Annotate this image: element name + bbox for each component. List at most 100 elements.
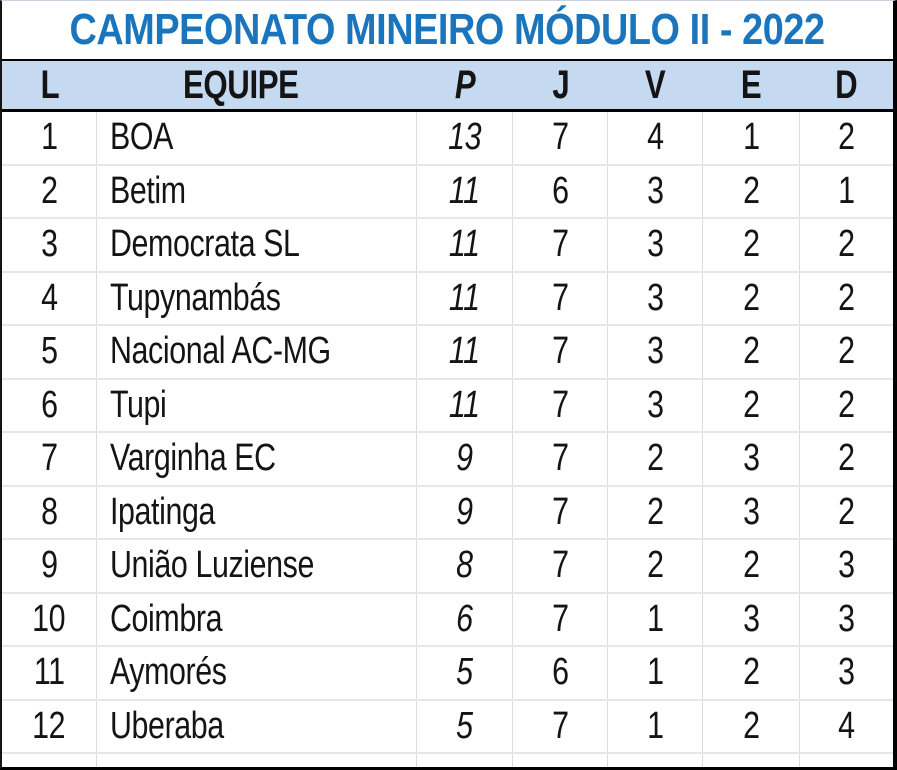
cell-text: 7 bbox=[40, 437, 58, 480]
cell-text: 2 bbox=[742, 276, 760, 319]
cell-position: 1 bbox=[2, 112, 97, 164]
cell-position: 4 bbox=[2, 272, 97, 324]
cell-text: Uberaba bbox=[110, 704, 224, 747]
cell-text: Democrata SL bbox=[110, 223, 300, 266]
cell-text: 7 bbox=[551, 276, 569, 319]
cell-points: 11 bbox=[417, 165, 513, 217]
cell-text: 1 bbox=[40, 116, 58, 159]
cell-text: União Luziense bbox=[110, 544, 314, 587]
cell-text: 3 bbox=[838, 597, 855, 640]
cell-text: 3 bbox=[742, 437, 760, 480]
cell-text: 6 bbox=[551, 651, 569, 694]
header-text: P bbox=[454, 62, 476, 107]
cell-text: 2 bbox=[742, 383, 760, 426]
cell-text: 9 bbox=[456, 437, 473, 480]
cell-games: 7 bbox=[513, 219, 608, 271]
cell-draws: 1 bbox=[703, 112, 800, 164]
cell-text: 3 bbox=[838, 651, 855, 694]
table-row: 5 Nacional AC-MG 11 7 3 2 2 bbox=[2, 326, 893, 380]
cell-text: 4 bbox=[40, 276, 58, 319]
header-cell-wins: V bbox=[608, 61, 703, 109]
cell-games: 7 bbox=[513, 272, 608, 324]
cell-wins: 1 bbox=[608, 700, 703, 752]
cell-wins: 3 bbox=[608, 165, 703, 217]
header-cell-points: P bbox=[417, 61, 513, 109]
cell-position: 2 bbox=[2, 165, 97, 217]
cell-text: 3 bbox=[646, 276, 664, 319]
cell-text: 7 bbox=[551, 544, 569, 587]
cell-text: 3 bbox=[742, 597, 760, 640]
cell-text: 6 bbox=[456, 597, 473, 640]
cell-games: 7 bbox=[513, 433, 608, 485]
cell-text: 7 bbox=[551, 597, 569, 640]
header-text: EQUIPE bbox=[182, 62, 299, 107]
table-body: 1 BOA 13 7 4 1 2 2 Betim 11 6 3 2 1 3 De… bbox=[2, 112, 893, 767]
table-row: 6 Tupi 11 7 3 2 2 bbox=[2, 379, 893, 433]
cell-text: 7 bbox=[551, 490, 569, 533]
cell-text: 7 bbox=[551, 330, 569, 373]
cell-wins: 3 bbox=[608, 219, 703, 271]
cell-games: 7 bbox=[513, 540, 608, 592]
cell-draws: 2 bbox=[703, 219, 800, 271]
table-row: 3 Democrata SL 11 7 3 2 2 bbox=[2, 219, 893, 273]
cell-text: 7 bbox=[551, 704, 569, 747]
cell-text: 11 bbox=[449, 383, 480, 426]
cell-text: 2 bbox=[838, 330, 855, 373]
cell-wins: 3 bbox=[608, 379, 703, 431]
header-cell-team: EQUIPE bbox=[97, 61, 417, 109]
cell-losses: 2 bbox=[800, 219, 893, 271]
empty-cell bbox=[800, 754, 893, 767]
cell-text: 2 bbox=[646, 437, 664, 480]
page-title: CAMPEONATO MINEIRO MÓDULO II - 2022 bbox=[69, 5, 826, 54]
cell-text: 12 bbox=[32, 704, 66, 747]
cell-text: Betim bbox=[110, 169, 186, 212]
cell-text: 7 bbox=[551, 116, 569, 159]
cell-losses: 2 bbox=[800, 112, 893, 164]
cell-draws: 3 bbox=[703, 593, 800, 645]
cell-wins: 2 bbox=[608, 486, 703, 538]
cell-losses: 4 bbox=[800, 701, 893, 753]
cell-games: 7 bbox=[513, 379, 608, 431]
cell-text: 6 bbox=[40, 383, 58, 426]
cell-points: 11 bbox=[417, 272, 513, 324]
cell-text: 3 bbox=[40, 223, 58, 266]
cell-draws: 3 bbox=[703, 433, 800, 485]
table-row: 1 BOA 13 7 4 1 2 bbox=[2, 112, 893, 166]
cell-text: 2 bbox=[838, 223, 855, 266]
cell-team: Nacional AC-MG bbox=[97, 326, 417, 378]
cell-draws: 2 bbox=[703, 379, 800, 431]
cell-games: 7 bbox=[513, 326, 608, 378]
cell-team: Tupi bbox=[97, 379, 417, 431]
table-row: 4 Tupynambás 11 7 3 2 2 bbox=[2, 272, 893, 326]
empty-cell bbox=[608, 754, 703, 767]
cell-games: 7 bbox=[513, 486, 608, 538]
cell-text: 3 bbox=[742, 490, 760, 533]
cell-team: Betim bbox=[97, 165, 417, 217]
cell-text: Tupi bbox=[110, 383, 167, 426]
cell-team: BOA bbox=[97, 112, 417, 164]
table-row: 12 Uberaba 5 7 1 2 4 bbox=[2, 700, 893, 754]
cell-points: 9 bbox=[417, 433, 513, 485]
cell-text: Aymorés bbox=[110, 651, 227, 694]
empty-cell bbox=[703, 754, 800, 767]
cell-text: 2 bbox=[838, 437, 855, 480]
cell-text: 3 bbox=[646, 223, 664, 266]
cell-text: 2 bbox=[646, 490, 664, 533]
cell-position: 11 bbox=[2, 647, 97, 699]
cell-text: 8 bbox=[40, 490, 58, 533]
cell-points: 9 bbox=[417, 486, 513, 538]
cell-text: 3 bbox=[646, 169, 664, 212]
empty-row bbox=[2, 754, 893, 767]
cell-text: BOA bbox=[110, 116, 173, 159]
cell-team: Ipatinga bbox=[97, 486, 417, 538]
cell-position: 3 bbox=[2, 219, 97, 271]
cell-team: Coimbra bbox=[97, 593, 417, 645]
cell-team: Aymorés bbox=[97, 647, 417, 699]
table-row: 2 Betim 11 6 3 2 1 bbox=[2, 165, 893, 219]
cell-games: 6 bbox=[513, 647, 608, 699]
cell-text: 7 bbox=[551, 383, 569, 426]
cell-position: 12 bbox=[2, 700, 97, 752]
cell-text: 4 bbox=[838, 704, 855, 747]
cell-text: 2 bbox=[742, 544, 760, 587]
